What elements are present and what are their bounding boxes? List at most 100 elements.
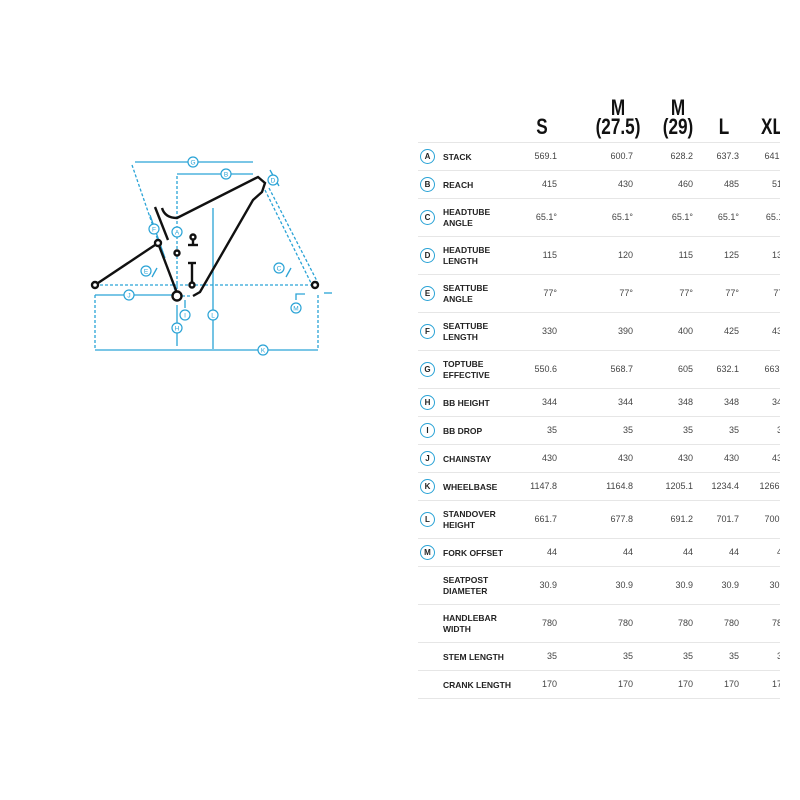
row-value: 415 <box>541 179 557 189</box>
table-row: B REACH 415 430 460 485 515 <box>418 170 780 199</box>
label-circle-l <box>207 309 219 321</box>
size-column-header: S <box>511 114 573 139</box>
row-value: 1266.3 <box>759 481 780 491</box>
row-label: BB DROP <box>443 425 483 436</box>
row-badge: E <box>420 286 435 301</box>
row-value: 35 <box>728 425 739 435</box>
row-label: FORK OFFSET <box>443 547 503 558</box>
row-value: 30.9 <box>769 580 780 590</box>
row-value: 44 <box>622 547 633 557</box>
row-value: 1205.1 <box>665 481 693 491</box>
row-value: 77° <box>619 288 633 298</box>
row-value: 430 <box>771 453 780 463</box>
row-badge: L <box>420 512 435 527</box>
dimension-label-m: M <box>293 305 298 312</box>
dimension-label-j: J <box>127 292 130 299</box>
dimension-label-c: C <box>277 265 282 272</box>
table-row: J CHAINSTAY 430 430 430 430 430 <box>418 444 780 473</box>
label-circle-e <box>140 265 152 277</box>
row-label: SEATTUBE ANGLE <box>443 283 489 304</box>
label-circle-d <box>267 174 279 186</box>
dimension-labels: A B C D E F G HI J K L M <box>123 156 302 356</box>
row-value: 344 <box>541 397 557 407</box>
dimension-label-a: A <box>175 229 180 236</box>
row-value: 1147.8 <box>530 481 557 491</box>
row-value: 568.7 <box>610 364 633 374</box>
dimension-label-h: H <box>175 325 180 332</box>
row-label: TOPTUBE EFFECTIVE <box>443 359 490 380</box>
row-value: 35 <box>776 425 780 435</box>
row-value: 120 <box>617 250 633 260</box>
row-value: 344 <box>617 397 633 407</box>
label-circle-c <box>273 262 285 274</box>
row-label: CHAINSTAY <box>443 453 492 464</box>
row-label: WHEELBASE <box>443 481 498 492</box>
size-column-header: XL <box>741 116 780 138</box>
row-value: 569.1 <box>534 151 557 161</box>
row-value: 77° <box>725 288 739 298</box>
row-label: HANDLEBAR WIDTH <box>443 613 497 634</box>
row-label: CRANK LENGTH <box>443 679 511 690</box>
table-row: CRANK LENGTH 170 170 170 170 170 <box>418 670 780 699</box>
label-circle-g <box>187 156 199 168</box>
row-value: 430 <box>771 326 780 336</box>
row-value: 691.2 <box>670 514 693 524</box>
label-circle-k <box>257 344 269 356</box>
table-row: STEM LENGTH 35 35 35 35 35 <box>418 642 780 671</box>
row-badge: K <box>420 479 435 494</box>
row-badge: G <box>420 362 435 377</box>
row-label: STEM LENGTH <box>443 651 504 662</box>
label-circle-a <box>171 226 183 238</box>
row-value: 35 <box>776 651 780 661</box>
row-value: 77° <box>543 288 557 298</box>
row-value: 35 <box>546 425 557 435</box>
dimension-label-b: B <box>224 171 228 178</box>
row-value: 550.6 <box>534 364 557 374</box>
row-value: 348 <box>771 397 780 407</box>
size-column-header: M (27.5) <box>587 95 649 138</box>
size-header-bottom: S <box>536 114 548 139</box>
row-label: SEATPOST DIAMETER <box>443 575 489 596</box>
row-value: 330 <box>541 326 557 336</box>
row-value: 348 <box>723 397 739 407</box>
row-value: 170 <box>771 679 780 689</box>
size-header-top: M <box>610 95 626 120</box>
row-value: 780 <box>723 618 739 628</box>
row-label: STACK <box>443 151 472 162</box>
row-value: 1234.4 <box>711 481 739 491</box>
row-value: 390 <box>617 326 633 336</box>
row-value: 44 <box>776 547 780 557</box>
row-badge: M <box>420 545 435 560</box>
row-value: 632.1 <box>716 364 739 374</box>
table-row: H BB HEIGHT 344 344 348 348 348 <box>418 388 780 417</box>
row-value: 125 <box>723 250 739 260</box>
size-column-header: L <box>693 114 755 139</box>
size-header-bottom: L <box>718 114 730 139</box>
row-label: STANDOVER HEIGHT <box>443 509 496 530</box>
dimension-label-g: G <box>190 159 195 166</box>
label-circle-j <box>123 289 135 301</box>
row-value: 430 <box>541 453 557 463</box>
size-header-row: S M(27.5)M (29) L XL <box>418 95 780 142</box>
row-value: 30.9 <box>675 580 693 590</box>
dimension-label-k: K <box>261 347 266 354</box>
row-value: 515 <box>771 179 780 189</box>
size-header-bottom: (29) <box>662 114 694 139</box>
row-value: 44 <box>682 547 693 557</box>
row-label: REACH <box>443 179 474 190</box>
row-label: HEADTUBE LENGTH <box>443 245 491 266</box>
row-value: 663.2 <box>764 364 780 374</box>
row-value: 130 <box>771 250 780 260</box>
row-value: 35 <box>682 425 693 435</box>
row-value: 637.3 <box>716 151 739 161</box>
row-value: 780 <box>541 618 557 628</box>
row-value: 30.9 <box>721 580 739 590</box>
row-value: 170 <box>723 679 739 689</box>
row-value: 77° <box>773 288 780 298</box>
row-badge: I <box>420 423 435 438</box>
